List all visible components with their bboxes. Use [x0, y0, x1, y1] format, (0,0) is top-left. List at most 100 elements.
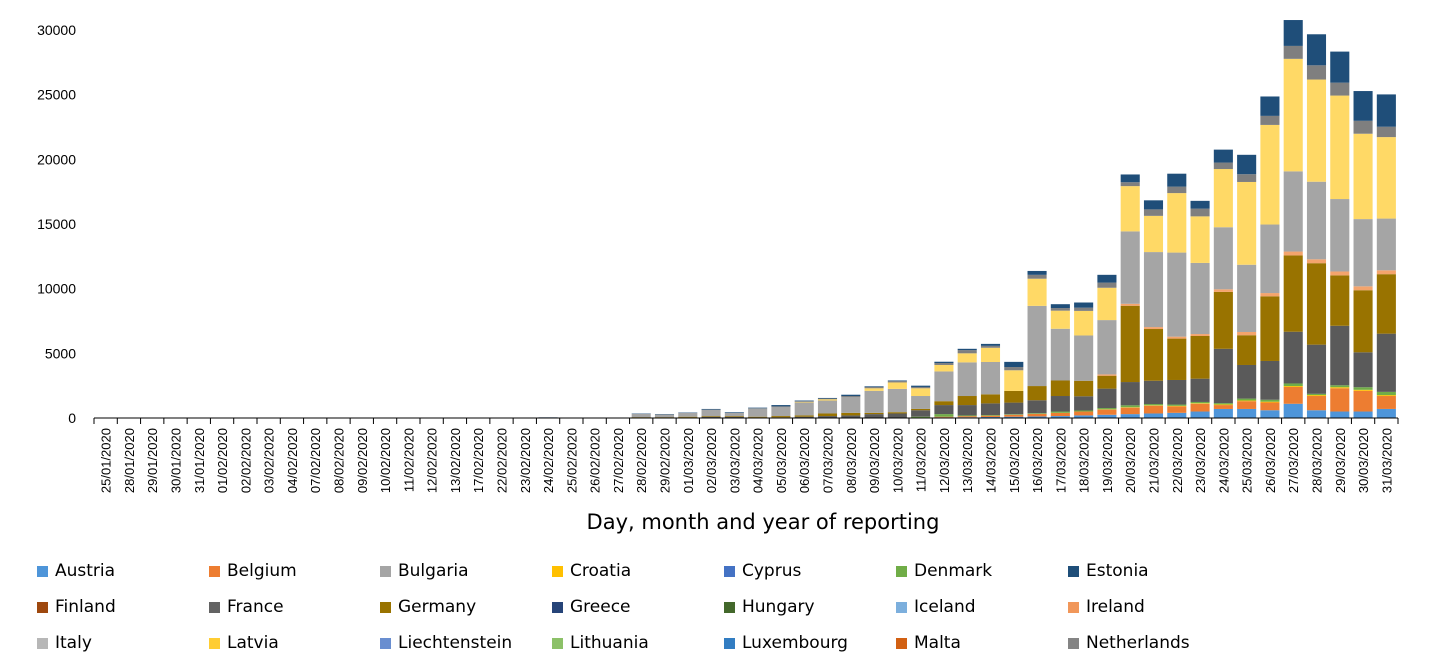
- x-tick-label: 23/02/2020: [518, 428, 533, 493]
- legend-swatch: [552, 637, 563, 649]
- bar-segment-germany: [887, 412, 907, 414]
- bars: [538, 20, 1396, 418]
- legend-swatch: [380, 637, 391, 649]
- bar-segment-germany: [1237, 335, 1257, 365]
- bar-segment-estonia: [934, 361, 954, 364]
- x-tick-label: 26/03/2020: [1263, 428, 1278, 493]
- bar-segment-italy: [817, 400, 838, 414]
- bar-segment-france: [980, 403, 1001, 416]
- bar-segment-austria: [1353, 411, 1373, 418]
- bar-segment-italy: [631, 413, 651, 418]
- legend-label: Malta: [914, 633, 961, 653]
- x-tick-label: 06/03/2020: [797, 428, 812, 493]
- x-tick-label: 01/02/2020: [215, 428, 230, 493]
- bar-segment-netherlands: [1097, 282, 1117, 288]
- bar-segment-italy: [980, 362, 1001, 395]
- bar-segment-belgium: [1167, 406, 1187, 413]
- legend-label: Bulgaria: [398, 561, 469, 581]
- bar-segment-france: [1050, 396, 1070, 412]
- legend-item-ireland: Ireland: [1068, 595, 1145, 619]
- bar-segment-estonia: [1097, 274, 1117, 283]
- x-tick-label: 03/02/2020: [262, 428, 277, 493]
- x-tick-label: 03/03/2020: [727, 428, 742, 493]
- bar-segment-belgium: [1027, 413, 1047, 417]
- bar-segment-germany: [1004, 390, 1024, 403]
- x-tick-label: 10/02/2020: [378, 428, 393, 493]
- bar-segment-germany: [1330, 275, 1350, 326]
- legend-item-denmark: Denmark: [896, 559, 992, 583]
- x-tick-label: 05/03/2020: [774, 428, 789, 493]
- x-tick-label: 28/01/2020: [122, 428, 137, 493]
- y-tick-label: 15000: [37, 216, 76, 232]
- legend-label: Belgium: [227, 561, 297, 581]
- bar-segment-germany: [1097, 375, 1117, 389]
- bar-segment-latvia: [1376, 137, 1396, 219]
- bar-segment-germany: [701, 416, 721, 417]
- bar-segment-italy: [678, 412, 698, 417]
- bar-segment-netherlands: [1143, 209, 1164, 216]
- legend-item-netherlands: Netherlands: [1068, 631, 1190, 655]
- legend-label: Germany: [398, 597, 477, 617]
- bar-segment-denmark: [1283, 383, 1303, 387]
- x-tick-label: 08/03/2020: [844, 428, 859, 493]
- legend-item-luxembourg: Luxembourg: [724, 631, 848, 655]
- bar-segment-germany: [678, 416, 698, 418]
- bar-segment-denmark: [1143, 404, 1164, 406]
- bar-segment-italy: [748, 408, 768, 417]
- bar-segment-france: [911, 410, 931, 417]
- bar-segment-netherlands: [1027, 274, 1047, 279]
- bar-segment-latvia: [1027, 278, 1047, 306]
- bar-segment-ireland: [1120, 303, 1140, 306]
- x-tick-label: 09/02/2020: [355, 428, 370, 493]
- bar-segment-belgium: [980, 415, 1001, 417]
- bar-segment-france: [1027, 400, 1047, 414]
- bar-segment-italy: [841, 397, 861, 413]
- bar-segment-austria: [1097, 414, 1117, 418]
- bar-segment-germany: [1143, 329, 1164, 381]
- legend-label: Finland: [55, 597, 116, 617]
- bar-segment-italy: [771, 407, 791, 417]
- bar-segment-italy: [1376, 218, 1396, 271]
- bar-segment-netherlands: [911, 386, 931, 389]
- bar-segment-latvia: [794, 401, 814, 403]
- bar-segment-austria: [1237, 408, 1257, 418]
- bar-segment-austria: [1376, 408, 1396, 418]
- x-tick-label: 29/02/2020: [658, 428, 673, 493]
- bar-segment-ireland: [1213, 289, 1233, 292]
- bar-segment-germany: [1283, 255, 1303, 332]
- bar-segment-estonia: [1306, 34, 1327, 66]
- legend-item-malta: Malta: [896, 631, 961, 655]
- legend-item-estonia: Estonia: [1068, 559, 1149, 583]
- bar-segment-latvia: [1190, 216, 1210, 263]
- bar-segment-latvia: [1004, 370, 1024, 391]
- bar-segment-france: [934, 405, 954, 415]
- bar-segment-ireland: [1237, 331, 1257, 336]
- bar-segment-germany: [864, 412, 884, 415]
- bar-segment-croatia: [1330, 387, 1350, 389]
- bar-segment-croatia: [1353, 389, 1373, 391]
- bar-segment-estonia: [701, 408, 721, 410]
- bar-segment-italy: [1330, 199, 1350, 272]
- bar-segment-france: [887, 413, 907, 418]
- x-tick-label: 17/03/2020: [1053, 428, 1068, 493]
- bar-segment-latvia: [1330, 95, 1350, 200]
- bar-segment-latvia: [864, 388, 884, 391]
- bar-segment-france: [1074, 396, 1094, 411]
- bar-segment-france: [1097, 388, 1117, 409]
- bar-segment-croatia: [1213, 404, 1233, 406]
- bar-segment-italy: [1237, 264, 1257, 332]
- bar-segment-belgium: [1330, 388, 1350, 412]
- bar-segment-italy: [934, 371, 954, 402]
- bar-segment-estonia: [748, 407, 768, 409]
- x-tick-label: 31/03/2020: [1379, 428, 1394, 493]
- legend-swatch: [209, 637, 220, 649]
- legend-swatch: [380, 565, 391, 577]
- bar-segment-netherlands: [1213, 162, 1233, 170]
- x-tick-label: 23/03/2020: [1193, 428, 1208, 493]
- bar-segment-netherlands: [1376, 126, 1396, 138]
- bar-segment-austria: [1306, 410, 1327, 418]
- bar-segment-italy: [1120, 231, 1140, 304]
- bar-segment-latvia: [911, 388, 931, 397]
- bar-segment-netherlands: [957, 350, 977, 354]
- legend-item-greece: Greece: [552, 595, 631, 619]
